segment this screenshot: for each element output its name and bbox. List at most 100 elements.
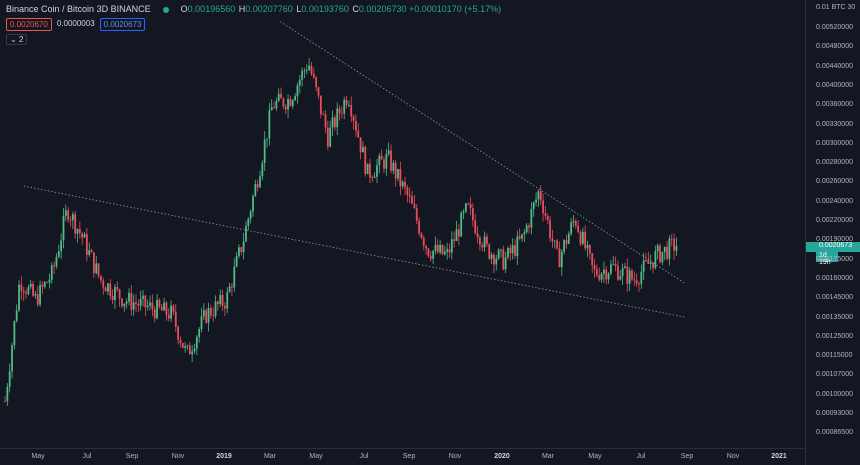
price-tick-label: 0.00107000: [816, 371, 853, 379]
candle-up: [270, 99, 273, 111]
candle-up: [572, 214, 575, 228]
candle-down: [144, 294, 147, 317]
symbol-title[interactable]: Binance Coin / Bitcoin: [6, 4, 95, 14]
candle-up: [64, 204, 67, 222]
price-tick-label: 0.00330000: [816, 120, 853, 128]
symbol-legend: Binance Coin / Bitcoin 3D BINANCE O0.001…: [6, 4, 501, 14]
time-tick-label: Jul: [82, 453, 92, 460]
price-tick-label: 0.00260000: [816, 178, 853, 186]
candle-up: [277, 88, 280, 103]
candle-down: [317, 86, 320, 100]
candle-down: [158, 298, 161, 309]
candle-up: [50, 262, 53, 284]
candle-up: [76, 228, 79, 243]
candle-down: [565, 234, 568, 249]
candle-up: [385, 148, 388, 176]
candle-up: [619, 270, 622, 281]
candle-up: [500, 248, 502, 258]
candle-up: [142, 289, 144, 307]
candle-up: [13, 320, 16, 350]
candle-down: [441, 244, 444, 256]
candle-up: [460, 210, 463, 237]
time-tick-label: May: [31, 453, 45, 460]
candle-down: [324, 110, 327, 133]
candle-down: [85, 227, 88, 262]
candle-up: [378, 153, 381, 174]
candle-up: [202, 303, 205, 321]
candle-down: [364, 145, 367, 177]
candle-down: [109, 279, 112, 300]
candle-up: [139, 290, 142, 311]
candle-down: [165, 300, 168, 321]
candle-up: [511, 238, 514, 260]
candle-down: [151, 294, 154, 316]
candle-up: [610, 259, 612, 276]
candle-down: [577, 220, 580, 234]
candle-down: [137, 299, 140, 313]
candlestick-chart[interactable]: [0, 0, 805, 448]
candle-down: [633, 271, 636, 286]
price-tick-label: 0.00086500: [816, 429, 853, 437]
time-tick-label: Mar: [541, 453, 555, 460]
candle-down: [666, 240, 668, 261]
high-value: 0.00207760: [245, 4, 293, 14]
candle-up: [249, 209, 252, 224]
candle-up: [376, 158, 378, 184]
price-tick-label: 0.00100000: [816, 390, 853, 398]
candle-up: [228, 282, 231, 293]
candle-down: [240, 246, 243, 256]
candle-up: [146, 299, 149, 311]
price-axis[interactable]: 0.01 BTC 30 0.0020673 1d 19h 0.00520000 0…: [805, 0, 860, 465]
trendline-lower[interactable]: [23, 185, 686, 318]
bid-price-box[interactable]: 0.0020670: [6, 18, 52, 31]
candle-down: [486, 233, 488, 247]
candle-down: [380, 149, 383, 160]
candle-down: [90, 248, 93, 253]
time-axis[interactable]: May Jul Sep Nov 2019 Mar May Jul Sep Nov 2020 Mar Ma…: [0, 448, 805, 465]
price-tick-label: 0.00240000: [816, 197, 853, 205]
candle-up: [581, 227, 584, 246]
candle-up: [305, 64, 308, 75]
candle-up: [303, 68, 306, 78]
price-tick-label: 0.00440000: [816, 62, 853, 70]
candle-down: [69, 216, 72, 227]
candle-up: [60, 233, 63, 260]
ask-price-box[interactable]: 0.0020673: [99, 18, 146, 31]
candle-up: [242, 232, 245, 260]
last-price-tag: 0.0020673: [806, 242, 860, 252]
high-key: H: [238, 4, 246, 14]
price-axis-title: 0.01 BTC 30: [816, 4, 856, 11]
candle-down: [659, 243, 661, 264]
candle-down: [453, 231, 456, 248]
candle-up: [34, 291, 37, 299]
candle-down: [352, 114, 355, 130]
chart-pane[interactable]: Binance Coin / Bitcoin 3D BINANCE O0.001…: [0, 0, 805, 448]
candle-up: [336, 102, 339, 136]
candle-down: [605, 265, 608, 285]
candle-down: [312, 67, 315, 80]
candle-up: [640, 264, 643, 289]
candle-down: [673, 233, 675, 260]
price-tick-label: 0.00300000: [816, 139, 853, 147]
candle-down: [160, 303, 163, 311]
candle-down: [593, 258, 596, 278]
candle-up: [296, 82, 299, 104]
candle-up: [247, 217, 250, 231]
interval-label[interactable]: 3D: [96, 4, 109, 14]
candle-up: [586, 240, 589, 258]
candle-down: [179, 336, 182, 348]
candle-up: [107, 282, 109, 296]
candle-down: [591, 252, 594, 274]
candle-down: [617, 260, 619, 281]
candle-up: [235, 252, 238, 268]
candle-down: [383, 156, 385, 174]
candle-up: [387, 142, 390, 157]
candle-up: [483, 231, 486, 253]
candle-down: [284, 104, 287, 115]
candle-up: [268, 102, 271, 146]
candle-down: [390, 144, 392, 174]
open-key: O: [180, 4, 188, 14]
price-tick-label: 0.00520000: [816, 24, 853, 31]
indicators-toggle-button[interactable]: ⌄ 2: [6, 34, 28, 45]
candle-down: [345, 95, 348, 109]
